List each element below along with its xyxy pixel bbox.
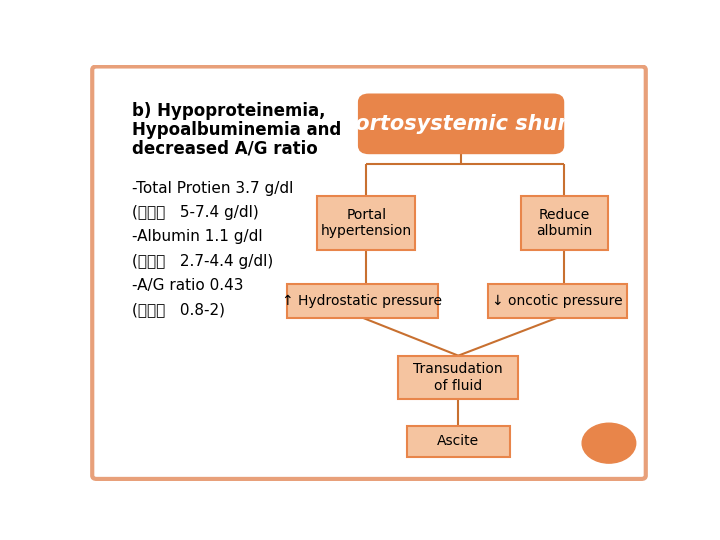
Circle shape bbox=[582, 423, 636, 463]
Text: b) Hypoproteinemia,: b) Hypoproteinemia, bbox=[132, 102, 325, 120]
Text: Transudation
of fluid: Transudation of fluid bbox=[413, 362, 503, 393]
Text: (ปกต   5-7.4 g/dl): (ปกต 5-7.4 g/dl) bbox=[132, 205, 258, 220]
Text: -Albumin 1.1 g/dl: -Albumin 1.1 g/dl bbox=[132, 230, 263, 245]
Text: Portal
hypertension: Portal hypertension bbox=[320, 208, 412, 238]
FancyBboxPatch shape bbox=[359, 94, 563, 153]
Text: -Total Protien 3.7 g/dl: -Total Protien 3.7 g/dl bbox=[132, 181, 293, 196]
Bar bbox=[521, 196, 608, 250]
Text: Ascite: Ascite bbox=[437, 434, 480, 448]
Text: ↓ oncotic pressure: ↓ oncotic pressure bbox=[492, 294, 623, 308]
Text: -A/G ratio 0.43: -A/G ratio 0.43 bbox=[132, 278, 243, 293]
Bar bbox=[488, 285, 627, 318]
FancyBboxPatch shape bbox=[92, 66, 646, 479]
Bar bbox=[407, 426, 510, 457]
Bar bbox=[398, 356, 518, 399]
Text: Portosystemic shunt: Portosystemic shunt bbox=[340, 114, 582, 134]
Text: Hypoalbuminemia and: Hypoalbuminemia and bbox=[132, 121, 341, 139]
Text: ↑ Hydrostatic pressure: ↑ Hydrostatic pressure bbox=[282, 294, 442, 308]
Text: Reduce
albumin: Reduce albumin bbox=[536, 208, 593, 238]
Text: (ปกต   2.7-4.4 g/dl): (ปกต 2.7-4.4 g/dl) bbox=[132, 254, 273, 268]
Text: (ปกต   0.8-2): (ปกต 0.8-2) bbox=[132, 302, 225, 317]
Text: decreased A/G ratio: decreased A/G ratio bbox=[132, 140, 318, 158]
Bar bbox=[318, 196, 415, 250]
Bar bbox=[287, 285, 438, 318]
